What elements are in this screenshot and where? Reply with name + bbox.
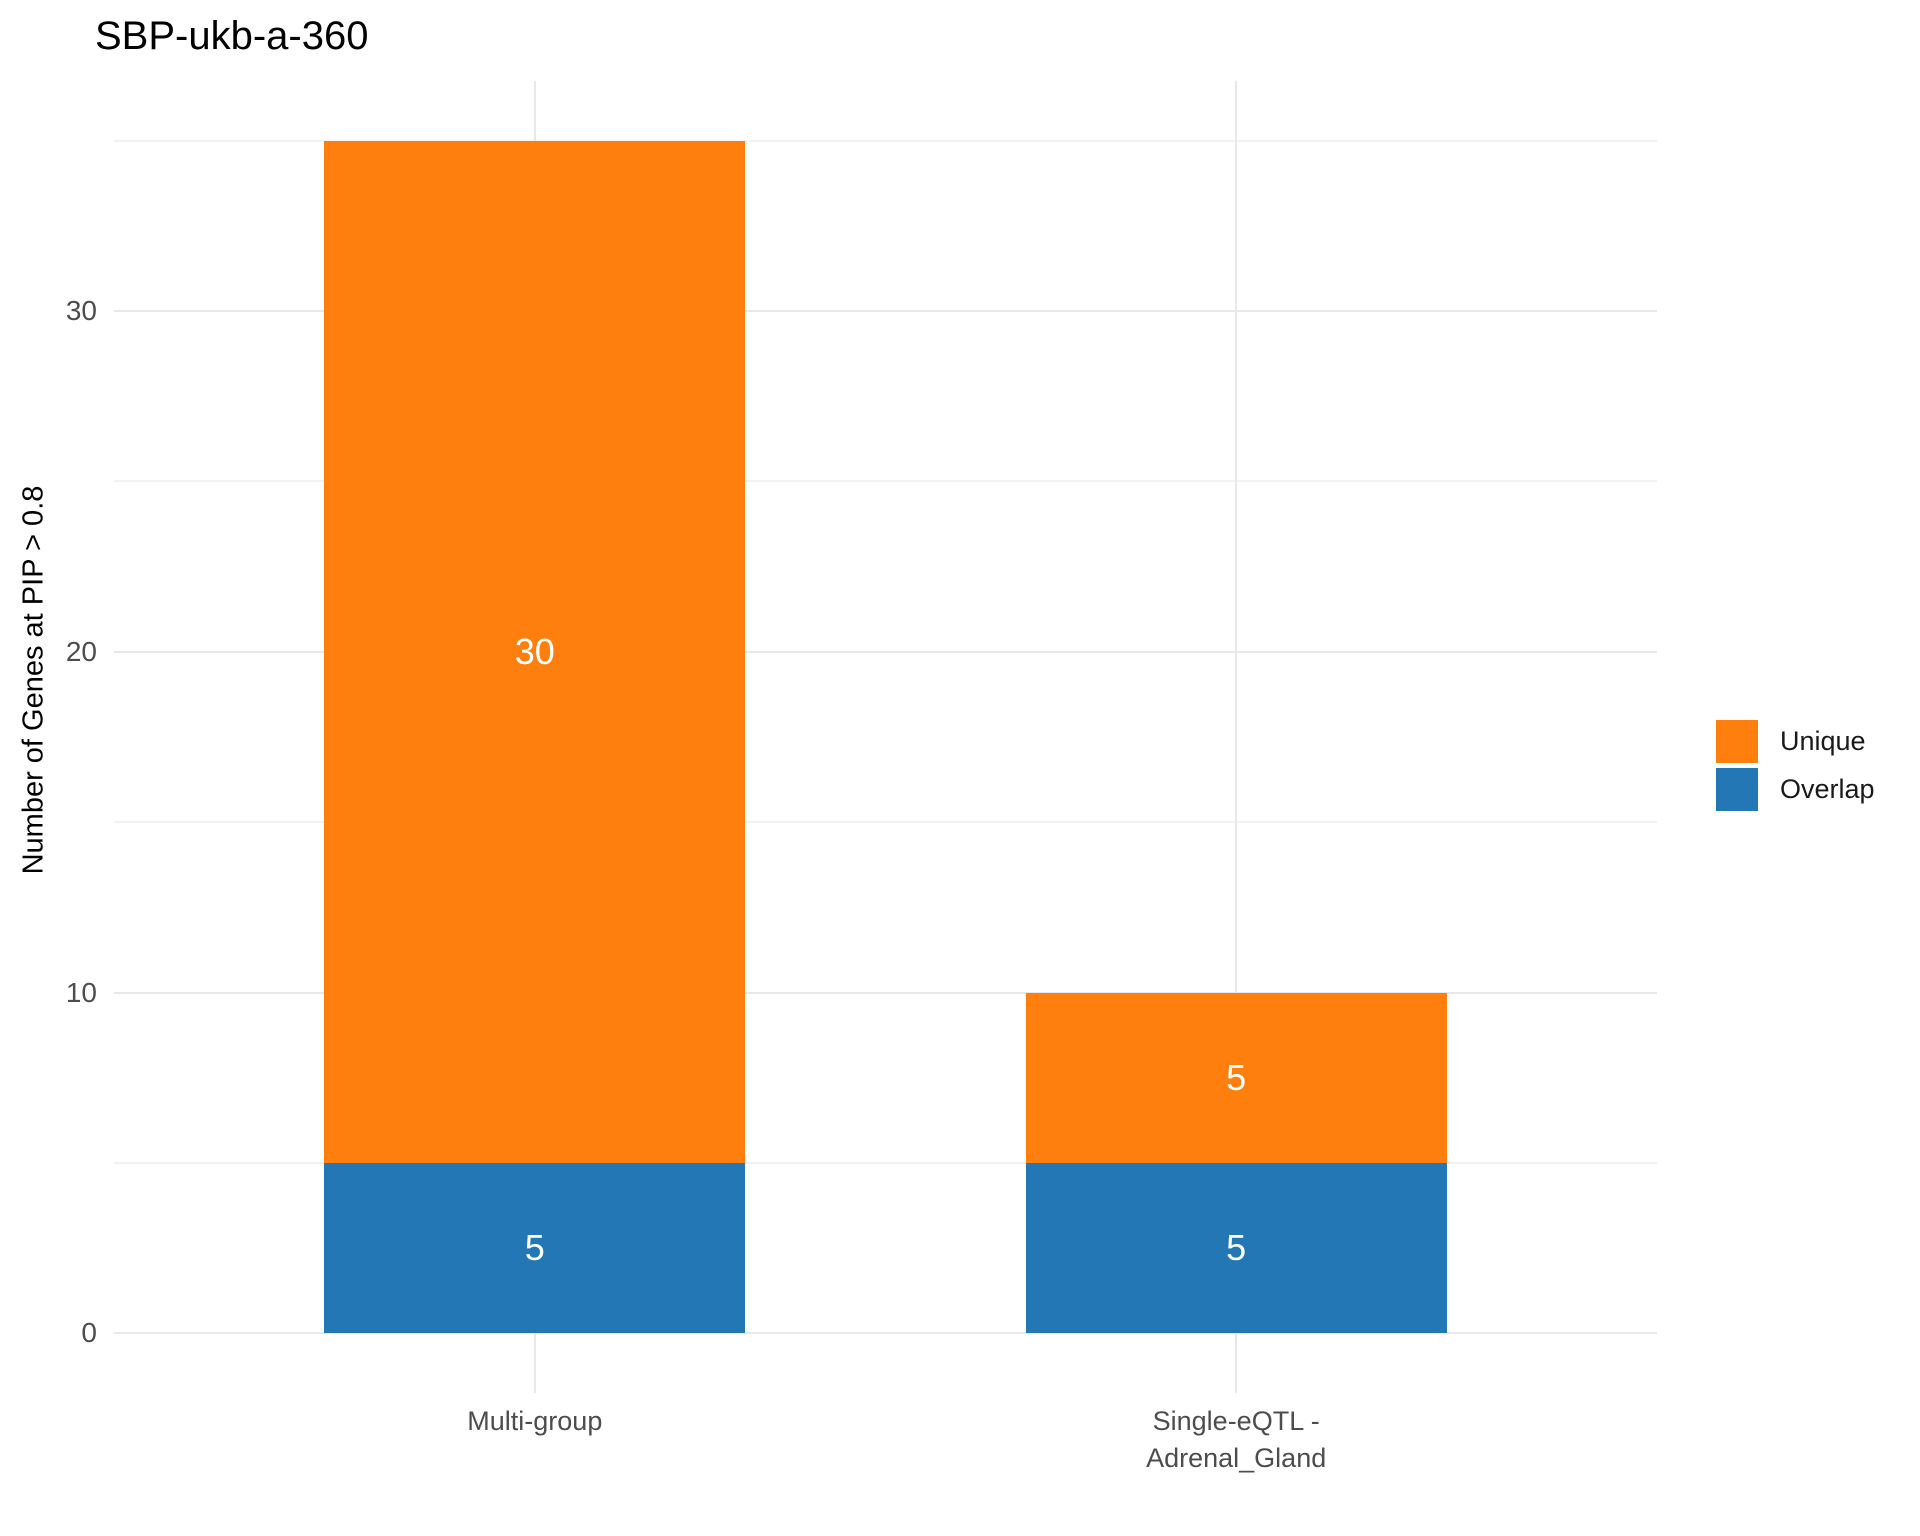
x-category-label: Multi-group: [315, 1403, 755, 1440]
legend-item: Overlap: [1716, 768, 1875, 811]
bar-segment-overlap: 5: [1025, 1162, 1447, 1334]
gridline-major-horizontal: [114, 991, 1657, 994]
legend-label: Overlap: [1780, 774, 1875, 804]
y-tick-label: 10: [65, 976, 97, 1008]
legend-swatch-unique: [1716, 720, 1758, 763]
gridline-minor-horizontal: [114, 821, 1657, 824]
y-tick-label: 0: [81, 1317, 97, 1349]
legend-label: Unique: [1780, 726, 1866, 756]
bar-segment-unique: 30: [324, 140, 746, 1163]
gridline-major-horizontal: [114, 1332, 1657, 1335]
bar-value-label: 5: [1226, 1227, 1247, 1269]
bar-segment-overlap: 5: [324, 1162, 746, 1334]
legend-item: Unique: [1716, 720, 1875, 763]
gridline-major-horizontal: [114, 310, 1657, 313]
y-axis-title: Number of Genes at PIP > 0.8: [17, 485, 50, 875]
bar-value-label: 5: [524, 1227, 545, 1269]
chart-title: SBP-ukb-a-360: [95, 14, 369, 58]
gridline-vertical: [1235, 81, 1238, 1393]
gridline-minor-horizontal: [114, 139, 1657, 142]
gridline-minor-horizontal: [114, 480, 1657, 483]
x-category-label: Single-eQTL - Adrenal_Gland: [1016, 1403, 1456, 1477]
y-tick-label: 30: [65, 295, 97, 327]
bar-value-label: 5: [1226, 1056, 1247, 1098]
bar-value-label: 30: [514, 630, 555, 672]
x-category-label-line: Multi-group: [467, 1406, 603, 1436]
legend: Unique Overlap: [1716, 720, 1875, 816]
x-category-label-line: Adrenal_Gland: [1146, 1443, 1327, 1473]
legend-swatch-overlap: [1716, 768, 1758, 811]
x-category-label-line: Single-eQTL -: [1152, 1406, 1320, 1436]
gridline-minor-horizontal: [114, 1161, 1657, 1164]
gridline-major-horizontal: [114, 650, 1657, 653]
bar-segment-unique: 5: [1025, 992, 1447, 1163]
y-tick-label: 20: [65, 635, 97, 667]
